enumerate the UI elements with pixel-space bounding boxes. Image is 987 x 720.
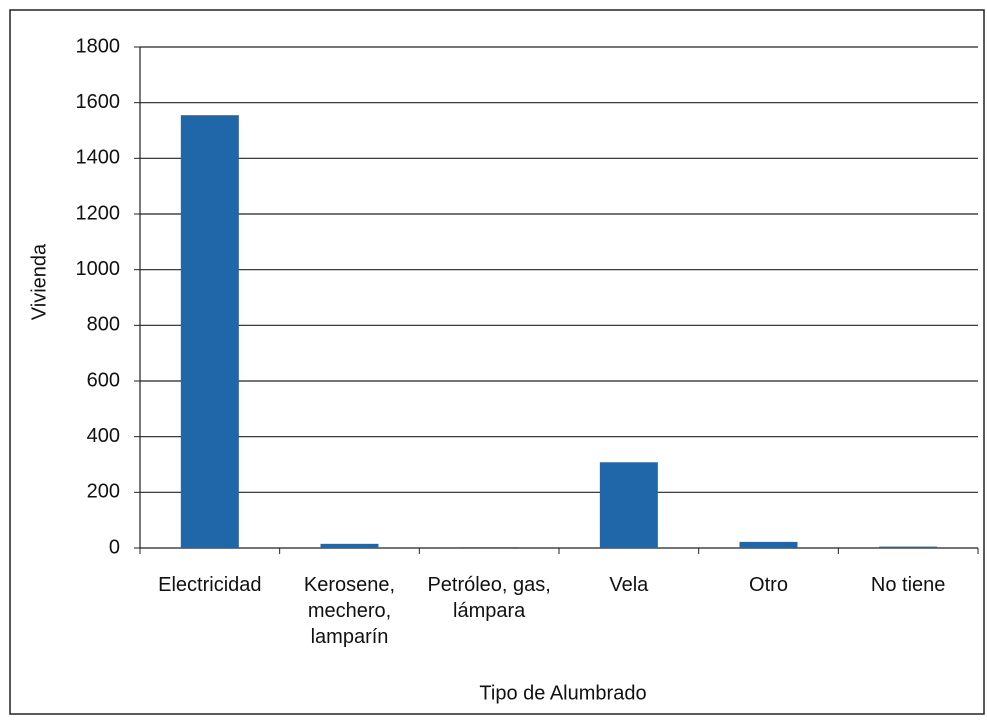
bar bbox=[320, 543, 379, 548]
y-tick-label: 600 bbox=[87, 369, 120, 391]
y-tick-label: 1800 bbox=[76, 35, 121, 57]
x-tick-label: Otro bbox=[749, 574, 788, 596]
bar bbox=[879, 546, 938, 548]
y-tick-label: 1200 bbox=[76, 202, 121, 224]
y-tick-label: 800 bbox=[87, 314, 120, 336]
y-tick-label: 1000 bbox=[76, 258, 121, 280]
y-tick-label: 1400 bbox=[76, 147, 121, 169]
y-tick-label: 200 bbox=[87, 481, 120, 503]
bar bbox=[599, 462, 658, 548]
chart-frame bbox=[9, 9, 985, 715]
x-tick-label: Electricidad bbox=[158, 574, 262, 596]
y-tick-label: 400 bbox=[87, 425, 120, 447]
y-tick-label: 1600 bbox=[76, 91, 121, 113]
x-tick-label: No tiene bbox=[870, 574, 946, 596]
x-tick-label: Vela bbox=[609, 574, 649, 596]
bar bbox=[739, 541, 798, 548]
x-tick-label: Kerosene, mechero, lamparín bbox=[303, 574, 396, 648]
y-axis-title: Vivienda bbox=[28, 243, 50, 320]
x-tick-label: Petróleo, gas, lámpara bbox=[427, 574, 551, 622]
x-axis-title: Tipo de Alumbrado bbox=[479, 682, 646, 704]
bar bbox=[180, 115, 239, 549]
y-tick-label: 0 bbox=[109, 536, 120, 558]
bar bbox=[460, 547, 519, 548]
